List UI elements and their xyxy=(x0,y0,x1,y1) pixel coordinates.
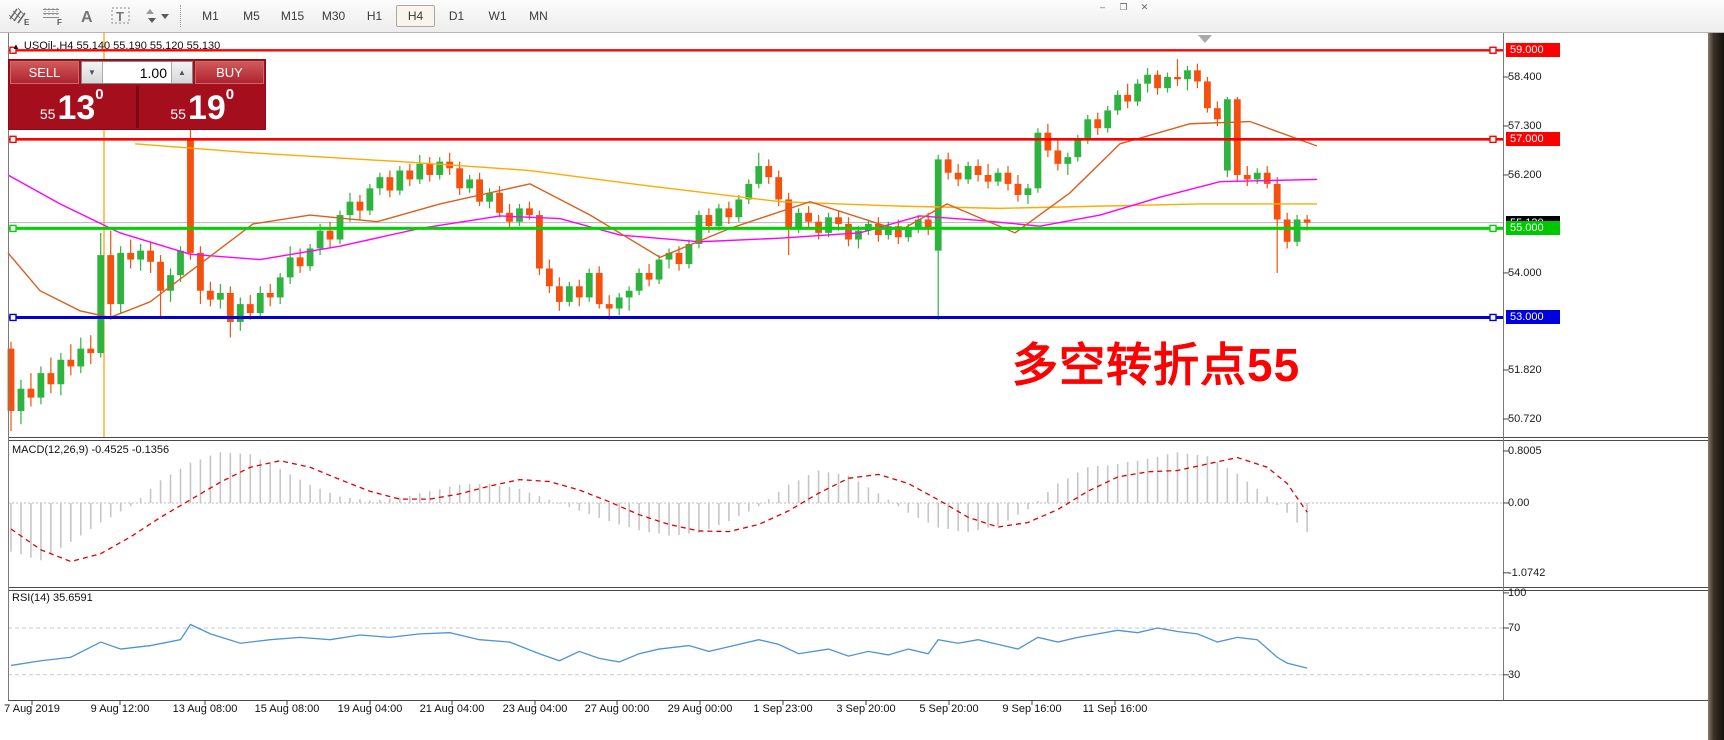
volume-up-icon[interactable]: ▲ xyxy=(171,62,192,83)
window-edge-strip xyxy=(1708,0,1724,740)
date-axis-label: 1 Sep 23:00 xyxy=(753,703,813,715)
timeframe-W1[interactable]: W1 xyxy=(488,9,507,23)
close-icon[interactable]: ✕ xyxy=(1140,2,1149,12)
macd-axis-label: 0.8005 xyxy=(1508,444,1542,457)
rsi-axis-label: 100 xyxy=(1508,586,1527,599)
svg-text:A: A xyxy=(81,9,93,26)
level-price-badge: 57.000 xyxy=(1506,132,1560,147)
date-axis-label: 13 Aug 08:00 xyxy=(172,703,238,715)
buy-button[interactable]: BUY xyxy=(195,61,264,84)
date-axis-label: 21 Aug 04:00 xyxy=(419,703,485,715)
date-axis-label: 27 Aug 00:00 xyxy=(584,703,650,715)
grid-icon[interactable]: F xyxy=(38,3,68,29)
sell-price-sup: 0 xyxy=(95,86,104,103)
date-axis-label: 3 Sep 20:00 xyxy=(836,703,896,715)
indicators-icon[interactable]: E xyxy=(4,3,34,29)
macd-axis-label: 0.00 xyxy=(1508,497,1530,509)
price-axis-label: 54.000 xyxy=(1508,266,1542,279)
date-axis-label: 9 Sep 16:00 xyxy=(1002,703,1062,715)
timeframe-buttons: M1 M5 M15 M30 H1 H4 D1 W1 MN xyxy=(190,5,559,27)
price-axis-label: 51.820 xyxy=(1508,364,1542,376)
text-box-icon[interactable]: T xyxy=(106,3,136,29)
date-axis-label: 15 Aug 08:00 xyxy=(254,703,320,715)
timeframe-D1[interactable]: D1 xyxy=(448,9,465,23)
date-axis-label: 11 Sep 16:00 xyxy=(1082,703,1148,715)
sell-price[interactable]: 55 13 0 xyxy=(8,86,136,128)
buy-price-big: 19 xyxy=(187,89,226,127)
date-axis-label: 23 Aug 04:00 xyxy=(502,703,568,715)
timeframe-M15[interactable]: M15 xyxy=(280,9,305,23)
macd-label: MACD(12,26,9) -0.4525 -0.1356 xyxy=(12,444,170,456)
symbol-ohlc-text: USOil-,H4 55.140 55.190 55.120 55.130 xyxy=(23,40,221,52)
arrows-tool-icon[interactable] xyxy=(140,3,170,29)
rsi-label: RSI(14) 35.6591 xyxy=(12,592,93,604)
timeframe-M5[interactable]: M5 xyxy=(243,9,260,23)
toolbar: E F A T M1 M5 M15 M30 H1 H4 D1 W1 MN – ❐ ✕ xyxy=(0,0,1724,33)
timeframe-M30[interactable]: M30 xyxy=(321,9,346,23)
macd-axis-label: -1.0742 xyxy=(1508,566,1546,579)
sell-price-big: 13 xyxy=(57,89,96,127)
chart-shift-icon[interactable] xyxy=(1198,35,1212,43)
price-axis-label: 56.200 xyxy=(1508,168,1542,181)
timeframe-H1[interactable]: H1 xyxy=(366,9,383,23)
one-click-trade-panel: SELL ▼ ▲ BUY 55 13 0 55 19 0 xyxy=(8,59,266,130)
volume-down-icon[interactable]: ▼ xyxy=(82,62,103,83)
price-axis-label: 57.300 xyxy=(1508,119,1542,132)
timeframe-MN[interactable]: MN xyxy=(529,9,548,23)
timeframe-H4[interactable]: H4 xyxy=(396,5,435,27)
candles xyxy=(7,59,1311,432)
macd-histogram xyxy=(10,452,1308,561)
restore-icon[interactable]: ❐ xyxy=(1119,2,1128,12)
sell-button[interactable]: SELL xyxy=(10,61,79,84)
rsi-axis-label: 30 xyxy=(1508,668,1521,681)
chart-annotation-text: 多空转折点55 xyxy=(1012,339,1301,391)
date-axis-label: 5 Sep 20:00 xyxy=(919,703,979,715)
text-label-icon[interactable]: A xyxy=(72,3,102,29)
svg-text:E: E xyxy=(24,18,30,26)
level-price-badge: 53.000 xyxy=(1506,310,1560,325)
symbol-header: ▲ USOil-,H4 55.140 55.190 55.120 55.130 xyxy=(12,40,220,52)
price-divider xyxy=(135,86,139,128)
level-price-badge: 59.000 xyxy=(1506,43,1560,58)
svg-text:T: T xyxy=(116,9,124,24)
date-axis-label: 29 Aug 00:00 xyxy=(667,703,733,715)
volume-input[interactable] xyxy=(103,62,171,83)
level-price-badge: 55.000 xyxy=(1506,221,1560,236)
window-controls: – ❐ ✕ xyxy=(1096,2,1151,13)
price-axis-label: 58.400 xyxy=(1508,71,1542,83)
date-axis-label: 9 Aug 12:00 xyxy=(90,703,150,715)
date-axis-label: 19 Aug 04:00 xyxy=(337,703,403,715)
svg-text:F: F xyxy=(57,18,62,26)
price-axis-label: 50.720 xyxy=(1508,412,1542,425)
timeframe-M1[interactable]: M1 xyxy=(202,9,219,23)
buy-price-sup: 0 xyxy=(225,86,235,103)
volume-spinner: ▼ ▲ xyxy=(81,61,193,84)
buy-price-small: 55 xyxy=(170,106,186,122)
symbol-marker-icon: ▲ xyxy=(12,42,20,51)
sell-price-small: 55 xyxy=(39,106,56,122)
minimize-icon[interactable]: – xyxy=(1099,2,1105,12)
buy-price[interactable]: 55 19 0 xyxy=(139,86,267,128)
date-axis-label: 7 Aug 2019 xyxy=(4,703,60,715)
rsi-axis-label: 70 xyxy=(1508,622,1521,634)
toolbar-separator xyxy=(180,5,182,27)
